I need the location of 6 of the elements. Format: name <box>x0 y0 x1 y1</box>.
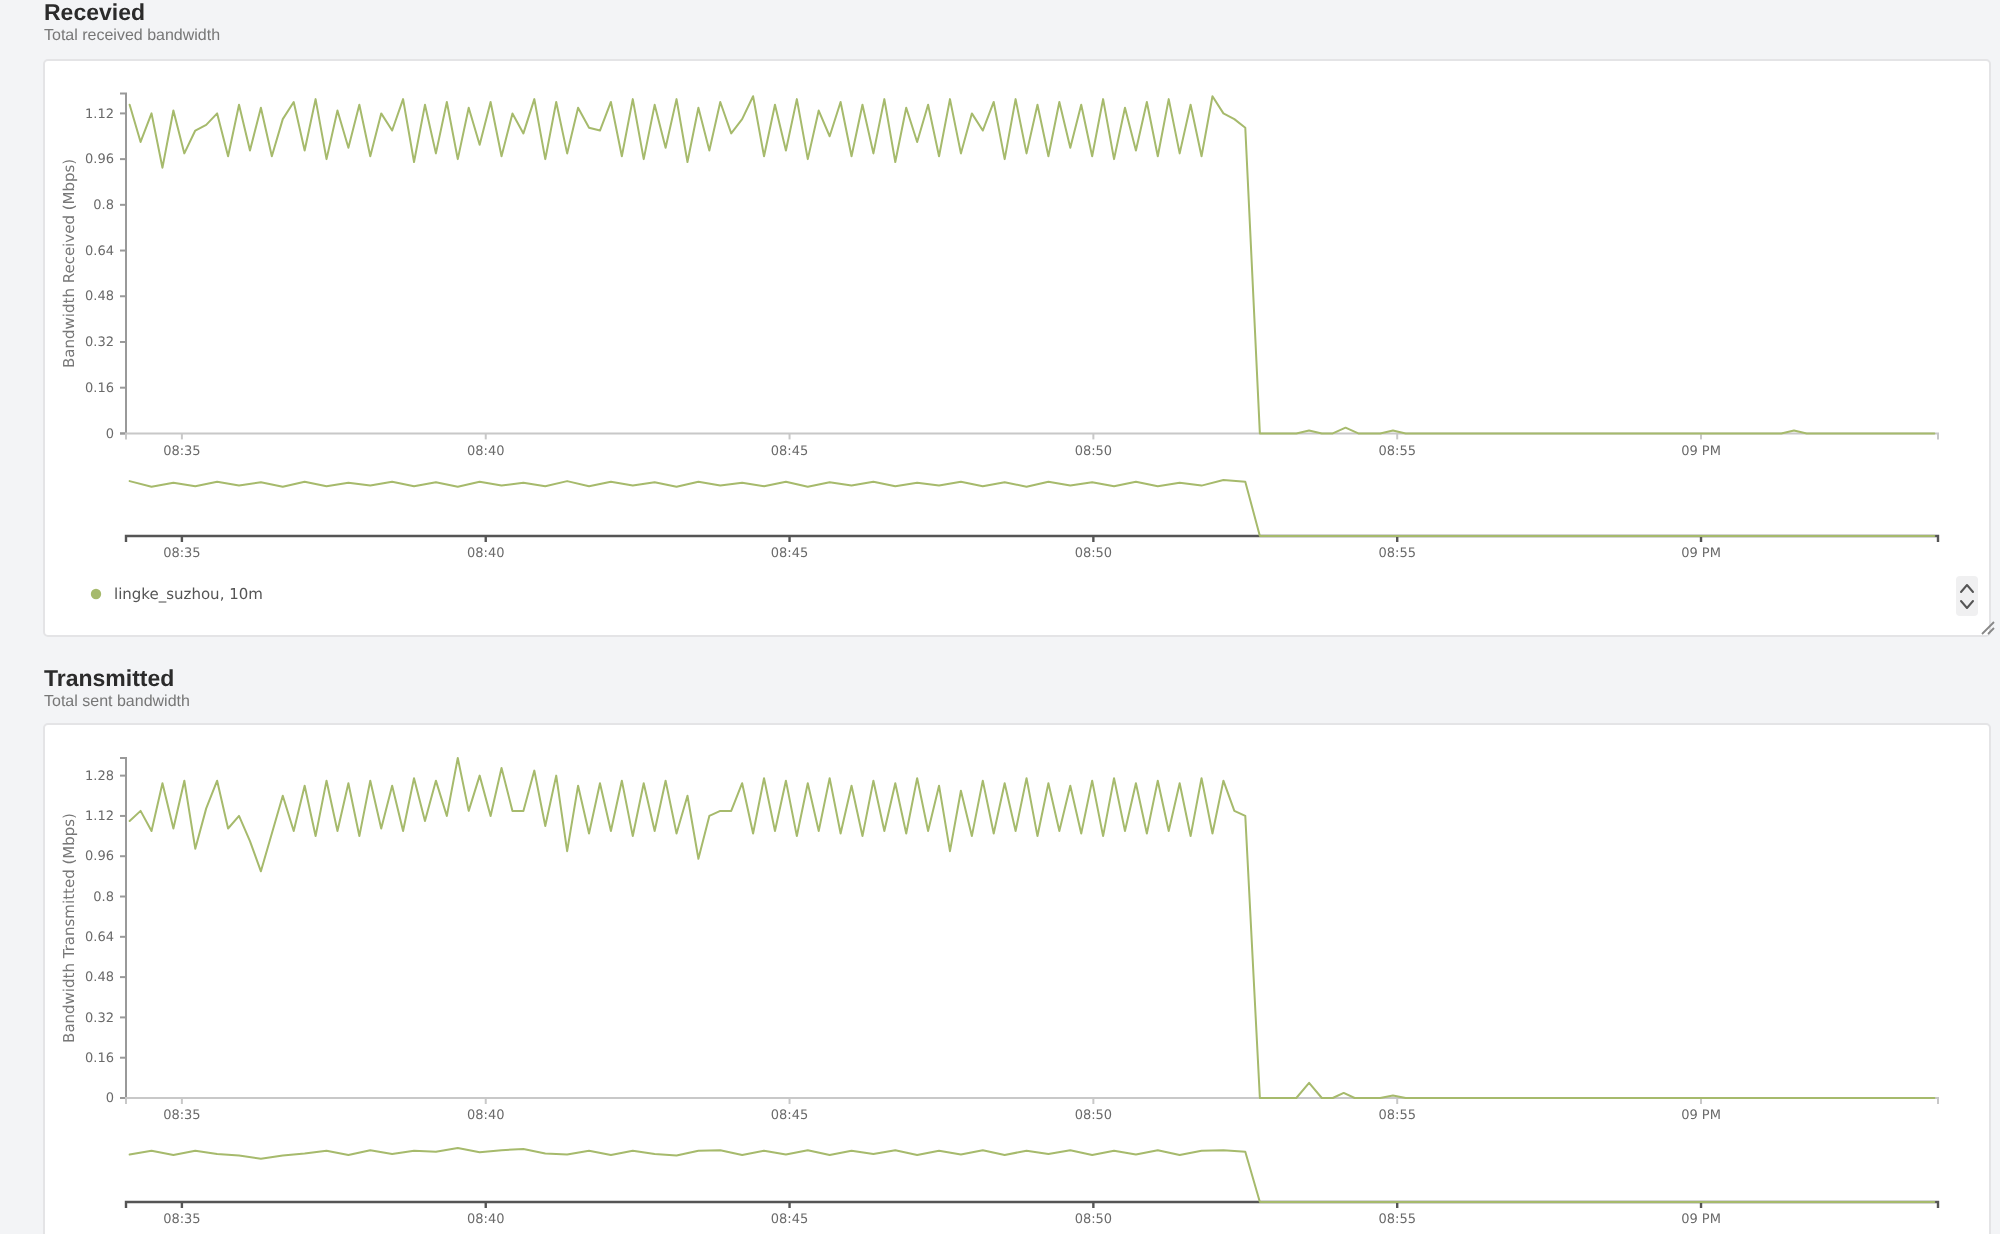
chart-title: Recevied <box>44 2 146 26</box>
line-series <box>128 757 1936 1099</box>
chart-subtitle: Total sent bandwidth <box>44 692 190 710</box>
line-series <box>128 95 1936 435</box>
chart-subtitle: Total received bandwidth <box>44 26 221 44</box>
chart-title: Transmitted <box>44 668 175 692</box>
